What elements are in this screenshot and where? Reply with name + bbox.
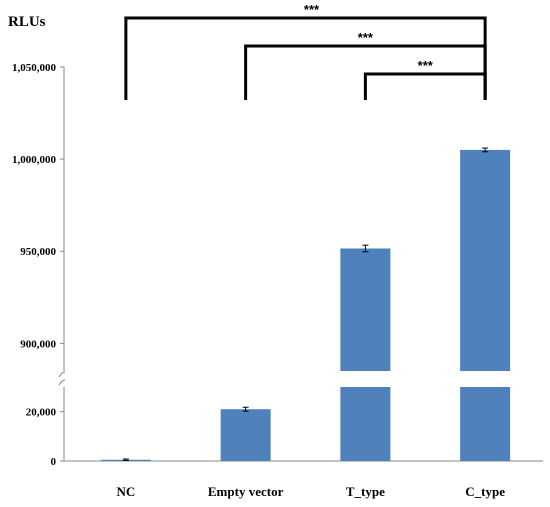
y-axis-title: RLUs <box>8 14 46 30</box>
category-label: C_type <box>465 484 505 499</box>
category-label: NC <box>116 484 135 499</box>
y-upper-tick-label: 950,000 <box>20 246 56 258</box>
category-label: Empty vector <box>208 484 284 499</box>
significance-bracket <box>363 72 487 100</box>
significance-label: *** <box>418 58 434 73</box>
axis-break-gap <box>65 371 544 387</box>
category-label: T_type <box>346 484 385 499</box>
significance-label: *** <box>358 30 374 45</box>
y-lower-tick-label: 0 <box>51 456 57 468</box>
bar <box>220 409 271 461</box>
bar <box>340 248 391 461</box>
y-upper-tick-label: 1,000,000 <box>12 154 57 166</box>
significance-label: *** <box>304 2 320 17</box>
y-upper-tick-label: 900,000 <box>20 338 56 350</box>
y-lower-tick-label: 20,000 <box>26 407 57 419</box>
bar <box>460 149 511 461</box>
y-upper-tick-label: 1,050,000 <box>12 62 57 74</box>
